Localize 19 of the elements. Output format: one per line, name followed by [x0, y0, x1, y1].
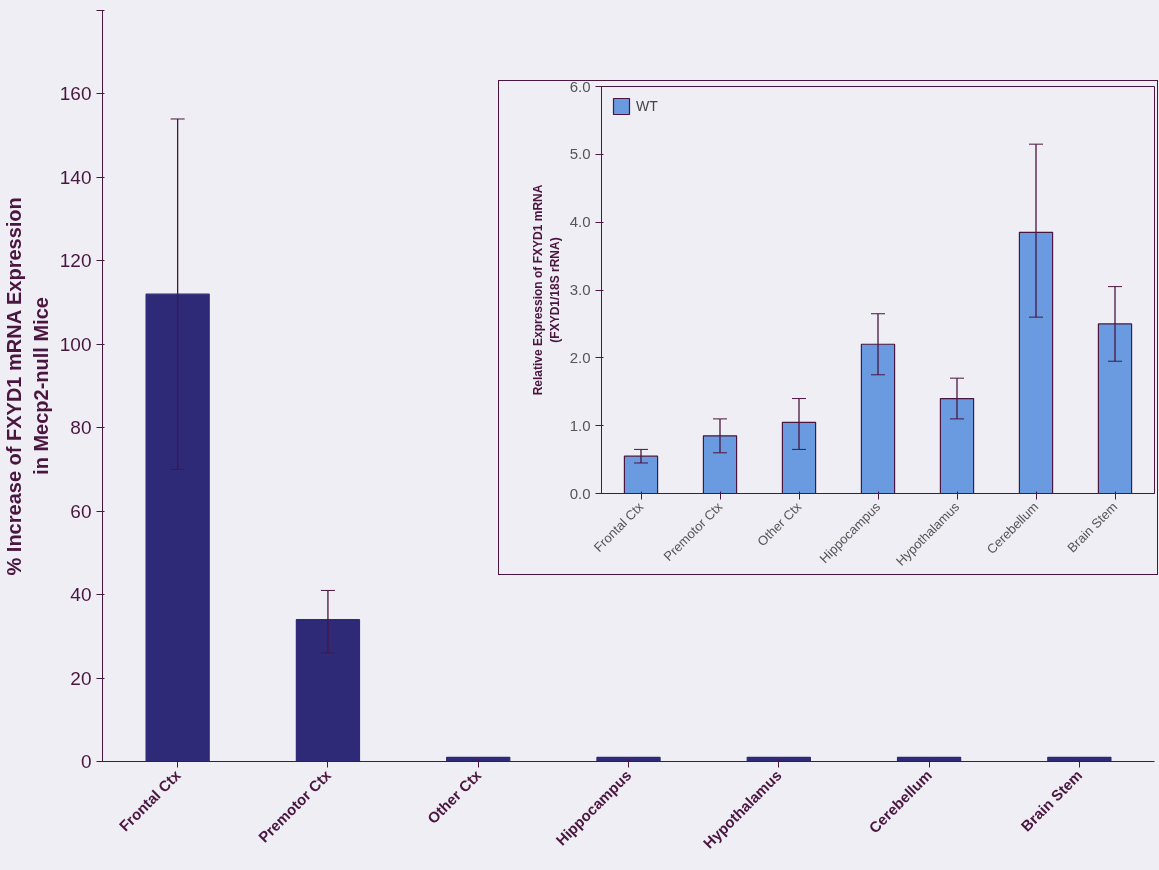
y-tick-label: 120 — [59, 250, 92, 272]
y-tick-label: 140 — [59, 166, 92, 188]
y-tick-label: 2.0 — [569, 348, 591, 366]
y-axis-title: % Increase of FXYD1 mRNA Expression in Mecp2-null Mice — [3, 197, 52, 576]
y-axis-title: Relative Expression of FXYD1 mRNA (FXYD1/18S rRNA) — [530, 184, 562, 396]
legend-label: WT — [636, 98, 658, 114]
y-tick-label: 20 — [70, 667, 92, 689]
y-tick-label: 0 — [80, 751, 92, 772]
y-tick-label: 6.0 — [569, 77, 591, 95]
y-tick-label: 3.0 — [569, 281, 591, 298]
y-tick-label: 60 — [70, 500, 92, 522]
y-tick-label: 160 — [59, 83, 92, 105]
y-tick-label: 100 — [59, 333, 92, 355]
y-tick-label: 1.0 — [569, 416, 591, 434]
y-tick-label: 0.0 — [569, 484, 591, 502]
y-tick-label: 40 — [70, 584, 92, 606]
y-tick-label: 4.0 — [569, 213, 591, 231]
y-tick-label: 5.0 — [569, 145, 591, 163]
y-tick-label: 80 — [70, 417, 92, 439]
